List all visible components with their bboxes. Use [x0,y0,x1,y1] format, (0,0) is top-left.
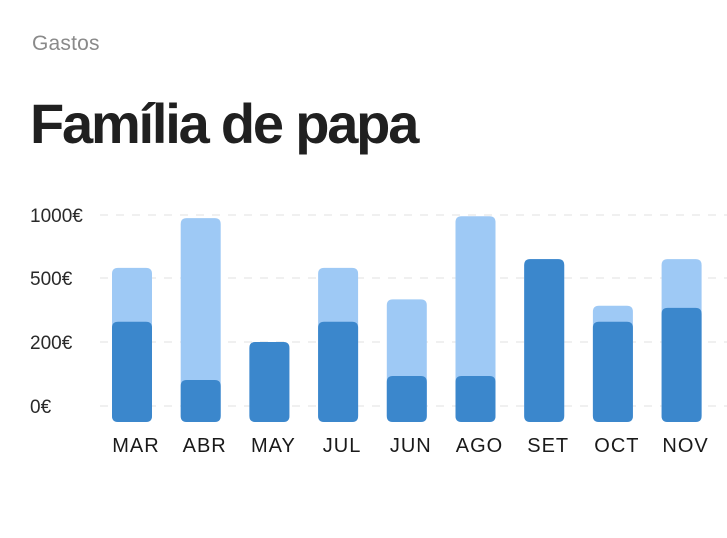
y-tick-label: 1000€ [30,206,83,227]
page-subtitle: Gastos [32,32,100,55]
x-tick-label: ABR [183,435,227,457]
x-tick-label: MAY [251,435,296,457]
x-tick-label: OCT [594,435,639,457]
bar-base-set[interactable] [524,259,565,422]
bar-base-abr[interactable] [180,380,221,422]
x-axis: MAR ABR MAY JUL JUN AGO SET OCT NOV [112,435,708,457]
bar-base-ago[interactable] [455,376,496,422]
bar-base-nov[interactable] [661,307,702,422]
bar-base-may[interactable] [249,342,290,422]
bar-total-abr[interactable] [180,218,221,422]
x-tick-label: NOV [662,435,708,457]
bar-total-ago[interactable] [455,216,496,422]
bar-base-oct[interactable] [592,321,633,422]
bar-base-mar[interactable] [112,321,152,422]
bar-base-jun[interactable] [386,376,427,422]
y-tick-label: 500€ [30,269,73,290]
y-axis: 0€ 200€ 500€ 1000€ [30,206,83,418]
y-tick-label: 200€ [30,333,73,354]
y-tick-label: 0€ [30,397,52,418]
x-tick-label: SET [527,435,569,457]
x-tick-label: JUL [323,435,362,457]
x-tick-label: JUN [390,435,432,457]
page-title: Família de papa [30,92,419,155]
bars [112,216,702,422]
x-tick-label: AGO [456,435,503,457]
bar-base-jul[interactable] [318,321,359,422]
x-tick-label: MAR [112,435,159,457]
